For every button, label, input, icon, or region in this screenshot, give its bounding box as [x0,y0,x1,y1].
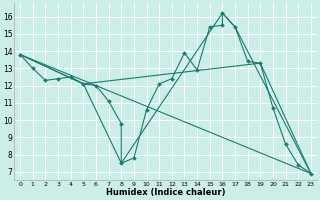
X-axis label: Humidex (Indice chaleur): Humidex (Indice chaleur) [106,188,225,197]
